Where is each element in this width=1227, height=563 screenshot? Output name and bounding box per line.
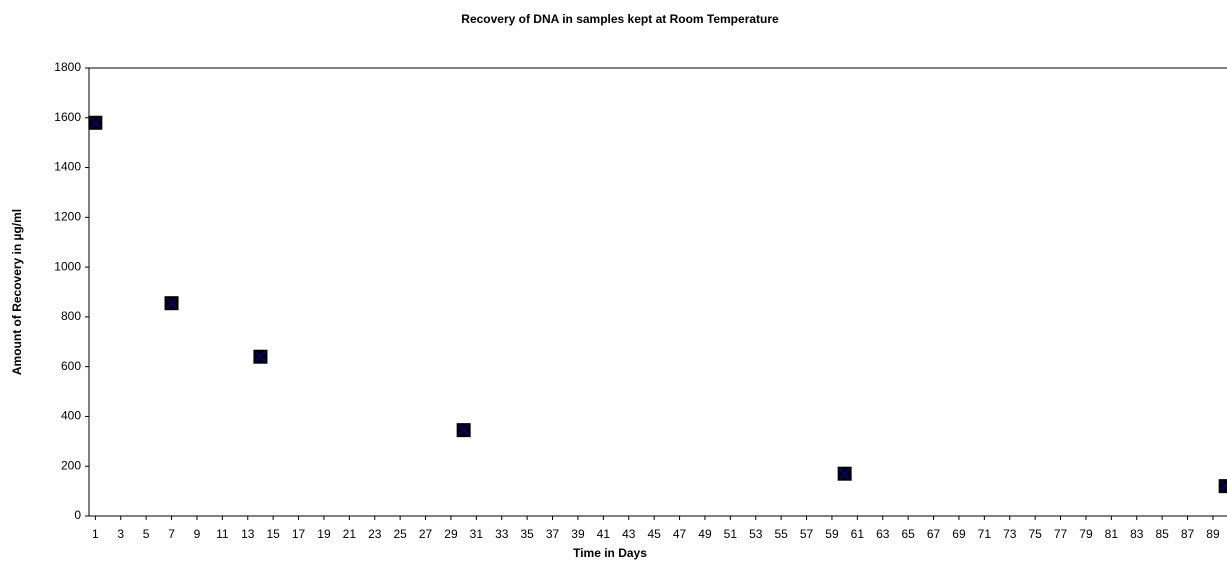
point-cross (1220, 480, 1227, 492)
x-tick-label: 75 (1028, 527, 1042, 541)
x-tick-label: 49 (698, 527, 712, 541)
x-tick-label: 63 (876, 527, 890, 541)
y-tick-label: 1600 (54, 110, 81, 124)
x-tick-label: 87 (1181, 527, 1195, 541)
x-tick-label: 19 (317, 527, 331, 541)
y-tick-label: 600 (61, 359, 81, 373)
x-tick-label: 35 (520, 527, 534, 541)
x-tick-label: 5 (143, 527, 150, 541)
x-tick-label: 59 (825, 527, 839, 541)
y-tick-label: 1400 (54, 160, 81, 174)
x-tick-label: 53 (749, 527, 763, 541)
x-tick-label: 83 (1130, 527, 1144, 541)
x-tick-label: 85 (1155, 527, 1169, 541)
x-tick-label: 39 (571, 527, 585, 541)
y-tick-label: 0 (74, 508, 81, 522)
point (164, 296, 179, 311)
point-cross (458, 424, 470, 436)
x-tick-label: 43 (622, 527, 636, 541)
y-axis-label: Amount of Recovery in µg/ml (10, 209, 24, 375)
x-tick-label: 15 (266, 527, 280, 541)
x-tick-label: 9 (194, 527, 201, 541)
point-cross (89, 117, 101, 129)
x-tick-label: 7 (168, 527, 175, 541)
x-tick-label: 81 (1105, 527, 1119, 541)
point-cross (166, 297, 178, 309)
x-tick-label: 37 (546, 527, 560, 541)
x-tick-label: 47 (673, 527, 687, 541)
point-square (1218, 479, 1227, 494)
x-tick-label: 61 (851, 527, 865, 541)
plot-area (88, 67, 1227, 517)
x-tick-label: 77 (1054, 527, 1068, 541)
point (837, 466, 852, 481)
x-tick-label: 3 (117, 527, 124, 541)
x-tick-label: 71 (978, 527, 992, 541)
x-tick-label: 51 (724, 527, 738, 541)
x-tick-label: 67 (927, 527, 941, 541)
y-tick-label: 1000 (54, 259, 81, 273)
x-tick-label: 23 (368, 527, 382, 541)
point (253, 349, 268, 364)
point (456, 423, 471, 438)
point-cross (839, 468, 851, 480)
x-tick-label: 69 (952, 527, 966, 541)
x-tick-label: 89 (1206, 527, 1220, 541)
y-tick-label: 800 (61, 309, 81, 323)
x-tick-label: 55 (774, 527, 788, 541)
x-tick-label: 73 (1003, 527, 1017, 541)
x-tick-label: 11 (216, 527, 229, 541)
y-tick-label: 200 (61, 458, 81, 472)
x-tick-label: 25 (393, 527, 407, 541)
x-tick-label: 33 (495, 527, 509, 541)
y-tick-label: 400 (61, 409, 81, 423)
x-tick-label: 1 (92, 527, 99, 541)
x-tick-label: 27 (419, 527, 433, 541)
x-tick-label: 31 (470, 527, 484, 541)
y-tick-label: 1200 (54, 210, 81, 224)
x-tick-label: 41 (597, 527, 611, 541)
x-tick-label: 13 (241, 527, 255, 541)
point-cross (254, 351, 266, 363)
x-tick-label: 45 (647, 527, 661, 541)
point (1218, 479, 1227, 494)
x-tick-label: 29 (444, 527, 458, 541)
x-tick-label: 57 (800, 527, 814, 541)
y-tick-label: 1800 (54, 60, 81, 74)
x-tick-label: 21 (343, 527, 357, 541)
point (88, 115, 103, 130)
x-tick-label: 65 (901, 527, 915, 541)
x-axis-label: Time in Days (573, 546, 647, 560)
x-tick-label: 79 (1079, 527, 1093, 541)
x-tick-label: 17 (292, 527, 306, 541)
chart-title: Recovery of DNA in samples kept at Room … (461, 12, 779, 26)
